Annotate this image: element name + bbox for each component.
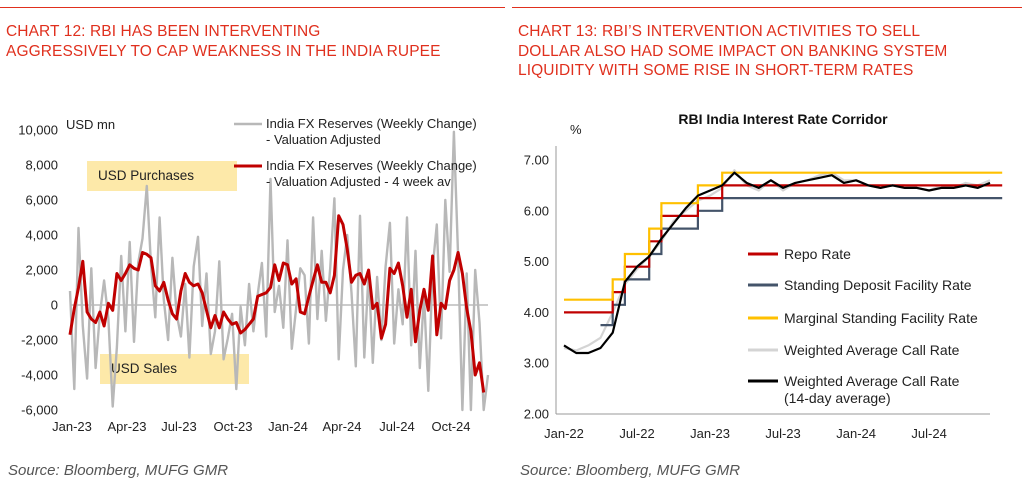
interest-rate-corridor-chart: RBI India Interest Rate Corridor% 7.00 6.0… xyxy=(524,111,1014,441)
y-tick-label: 4.00 xyxy=(524,305,549,320)
usd-sales-annotation: USD Sales xyxy=(111,361,177,376)
legend-label: Weighted Average Call Rate xyxy=(784,342,960,358)
x-tick-label: Jul-24 xyxy=(379,419,414,434)
y-tick-label: 10,000 xyxy=(18,123,58,138)
legend-box xyxy=(738,238,1014,412)
divider-line xyxy=(512,7,1022,8)
title-line: CHART 13: RBI’S INTERVENTION ACTIVITIES … xyxy=(518,23,921,40)
y-tick-label: 4,000 xyxy=(25,228,58,243)
x-tick-label: Jan-24 xyxy=(268,419,308,434)
fx-reserves-chart: USD Purchases USD Sales USD mn 10,000 8,000 6… xyxy=(18,116,490,434)
sdf-rate-series-line xyxy=(600,197,1003,327)
x-tick-label: Apr-23 xyxy=(107,419,146,434)
title-line: CHART 12: RBI HAS BEEN INTERVENTING xyxy=(6,23,321,40)
legend-label: India FX Reserves (Weekly Change) xyxy=(266,116,477,131)
y-tick-label: 0 xyxy=(51,298,58,313)
left-chart-title: CHART 12: RBI HAS BEEN INTERVENTING AGGR… xyxy=(6,22,505,61)
x-tick-label: Jan-23 xyxy=(52,419,92,434)
y-tick-label: -4,000 xyxy=(21,368,58,383)
legend-label: Repo Rate xyxy=(784,246,851,262)
legend-label: (14-day average) xyxy=(784,390,891,406)
legend-label: - Valuation Adjusted - 4 week av xyxy=(266,174,451,189)
y-tick-label: 8,000 xyxy=(25,158,58,173)
right-source-note: Source: Bloomberg, MUFG GMR xyxy=(520,462,741,479)
usd-purchases-annotation: USD Purchases xyxy=(98,168,194,183)
y-tick-label: 6.00 xyxy=(524,203,549,218)
x-tick-label: Oct-23 xyxy=(213,419,252,434)
legend-label: Marginal Standing Facility Rate xyxy=(784,310,978,326)
repo-rate-series-line xyxy=(564,184,1003,314)
title-line: DOLLAR ALSO HAD SOME IMPACT ON BANKING S… xyxy=(518,42,948,60)
left-chart-panel: CHART 12: RBI HAS BEEN INTERVENTING AGGR… xyxy=(0,0,505,494)
four-week-average-series-line xyxy=(68,214,486,393)
y-axis-label: USD mn xyxy=(66,117,115,132)
inner-chart-title: RBI India Interest Rate Corridor xyxy=(678,111,888,127)
x-tick-label: Jul-23 xyxy=(161,419,196,434)
y-tick-label: 3.00 xyxy=(524,356,549,371)
y-tick-label: 2,000 xyxy=(25,263,58,278)
right-chart-title: CHART 13: RBI’S INTERVENTION ACTIVITIES … xyxy=(518,22,1022,81)
x-tick-label: Jul-23 xyxy=(765,426,800,441)
y-tick-label: 7.00 xyxy=(524,153,549,168)
legend-label: Weighted Average Call Rate xyxy=(784,373,960,389)
x-tick-label: Jan-22 xyxy=(544,426,584,441)
call-rate-14d-average-series-line xyxy=(563,171,991,355)
y-tick-label: -6,000 xyxy=(21,403,58,418)
title-line: LIQUIDITY WITH SOME RISE IN SHORT-TERM R… xyxy=(518,62,914,79)
y-axis-label: % xyxy=(570,122,582,137)
x-tick-label: Jan-23 xyxy=(690,426,730,441)
y-tick-label: -2,000 xyxy=(21,333,58,348)
legend-label: - Valuation Adjusted xyxy=(266,132,381,147)
usd-purchases-band xyxy=(87,161,237,191)
x-tick-label: Apr-24 xyxy=(322,419,361,434)
x-tick-label: Jul-22 xyxy=(619,426,654,441)
msf-rate-series-line xyxy=(564,171,1003,301)
left-source-note: Source: Bloomberg, MUFG GMR xyxy=(8,462,229,479)
legend-label: India FX Reserves (Weekly Change) xyxy=(266,158,477,173)
x-tick-label: Jul-24 xyxy=(911,426,946,441)
title-line: AGGRESSIVELY TO CAP WEAKNESS IN THE INDI… xyxy=(6,42,441,60)
legend-label: Standing Deposit Facility Rate xyxy=(784,277,972,293)
divider-line xyxy=(0,7,505,8)
x-tick-label: Oct-24 xyxy=(431,419,470,434)
y-tick-label: 5.00 xyxy=(524,254,549,269)
right-chart-panel: CHART 13: RBI’S INTERVENTION ACTIVITIES … xyxy=(512,0,1022,494)
y-tick-label: 2.00 xyxy=(524,407,549,422)
y-tick-label: 6,000 xyxy=(25,193,58,208)
x-tick-label: Jan-24 xyxy=(836,426,876,441)
